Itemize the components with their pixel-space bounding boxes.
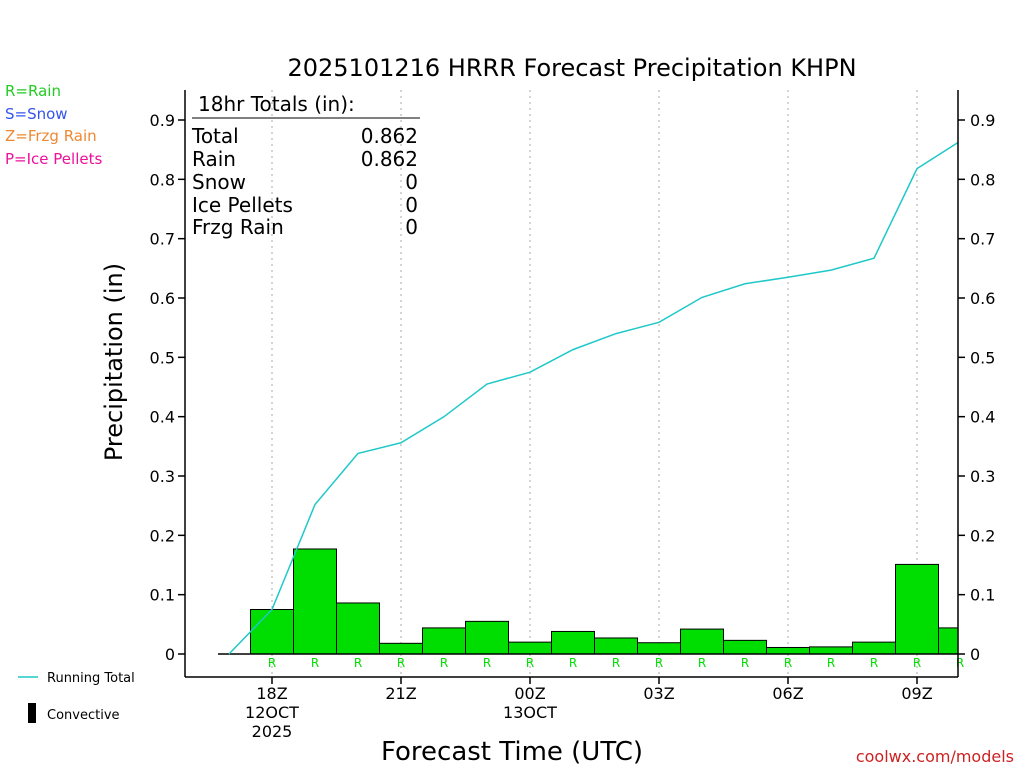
y-tick-label-left: 0.3 [150, 467, 175, 486]
y-tick-label-right: 0.6 [970, 289, 995, 308]
legend-ice-pellets: P=Ice Pellets [5, 150, 102, 168]
rain-type-marker: R [526, 656, 534, 670]
x-tick-label: 13OCT [503, 703, 557, 722]
totals-value-frzg-rain: 0 [405, 215, 418, 239]
totals-value-rain: 0.862 [361, 147, 418, 171]
running-total-line [228, 141, 959, 655]
precip-type-legend: R=Rain S=Snow Z=Frzg Rain P=Ice Pellets [5, 82, 102, 168]
totals-value-snow: 0 [405, 170, 418, 194]
rain-bars [218, 548, 959, 655]
y-tick-label-right: 0.5 [970, 348, 995, 367]
rain-bar [895, 563, 939, 655]
rain-bar [551, 630, 595, 655]
rain-type-marker: R [870, 656, 878, 670]
rain-type-marker: R [827, 656, 835, 670]
rain-type-marker: R [913, 656, 921, 670]
y-tick-label-right: 0.7 [970, 230, 995, 249]
rain-bar [637, 642, 681, 655]
y-axis-right: 0 0.1 0.2 0.3 0.4 0.5 0.6 0.7 0.8 0.9 [958, 111, 995, 664]
rain-type-marker: R [311, 656, 319, 670]
x-axis-label: Forecast Time (UTC) [381, 737, 643, 767]
totals-label-frzg-rain: Frzg Rain [192, 215, 284, 239]
y-tick-label-left: 0.2 [150, 526, 175, 545]
x-tick-label: 09Z [901, 684, 932, 703]
totals-label-total: Total [191, 124, 239, 148]
rain-bar [809, 646, 853, 655]
x-tick-label: 06Z [772, 684, 803, 703]
rain-type-marker: R [397, 656, 405, 670]
y-tick-label-right: 0.2 [970, 526, 995, 545]
rain-bar [852, 641, 896, 655]
y-tick-label-right: 0 [970, 645, 980, 664]
rain-bar [293, 548, 337, 655]
rain-bar [422, 627, 466, 655]
convective-legend-swatch [28, 703, 36, 723]
y-axis-label: Precipitation (in) [100, 263, 128, 461]
running-total-line-group [228, 141, 959, 655]
rain-type-marker: R [655, 656, 663, 670]
rain-bar [379, 642, 423, 655]
rain-bar [594, 637, 638, 655]
series-legend: Running Total Convective [18, 671, 135, 723]
y-tick-label-right: 0.8 [970, 170, 995, 189]
x-tick-label: 18Z [256, 684, 287, 703]
y-tick-label-right: 0.1 [970, 586, 995, 605]
totals-label-rain: Rain [192, 147, 236, 171]
x-tick-label: 2025 [252, 722, 293, 741]
y-tick-label-left: 0.4 [150, 408, 175, 427]
chart-title: 2025101216 HRRR Forecast Precipitation K… [287, 54, 856, 82]
footer-site: coolwx.com/models [856, 747, 1014, 766]
rain-type-marker: R [698, 656, 706, 670]
rain-type-marker: R [483, 656, 491, 670]
legend-snow: S=Snow [5, 105, 68, 123]
y-tick-label-left: 0.5 [150, 348, 175, 367]
rain-bar [938, 627, 959, 655]
x-tick-label: 21Z [385, 684, 416, 703]
y-tick-label-right: 0.9 [970, 111, 995, 130]
y-tick-label-left: 0 [165, 645, 175, 664]
rain-type-marker: R [784, 656, 792, 670]
legend-rain: R=Rain [5, 82, 61, 100]
y-tick-label-left: 0.7 [150, 230, 175, 249]
rain-type-marker: R [569, 656, 577, 670]
totals-label-snow: Snow [192, 170, 246, 194]
rain-bar [465, 620, 509, 655]
totals-value-total: 0.862 [361, 124, 418, 148]
vertical-gridlines [271, 90, 918, 677]
totals-label-ice-pellets: Ice Pellets [192, 193, 293, 217]
rain-type-marker: R [354, 656, 362, 670]
y-axis-left: 0 0.1 0.2 0.3 0.4 0.5 0.6 0.7 0.8 0.9 [150, 111, 185, 664]
rain-type-marker: R [741, 656, 749, 670]
rain-bar [250, 609, 294, 655]
y-tick-label-left: 0.9 [150, 111, 175, 130]
y-tick-label-left: 0.1 [150, 586, 175, 605]
rain-bar [508, 641, 552, 655]
convective-legend-label: Convective [47, 708, 120, 723]
rain-type-marker: R [268, 656, 276, 670]
totals-header: 18hr Totals (in): [198, 92, 355, 116]
rain-bar [336, 602, 380, 655]
rain-bar [766, 646, 810, 655]
x-tick-label: 00Z [514, 684, 545, 703]
x-tick-label: 12OCT [245, 703, 299, 722]
running-total-legend-label: Running Total [47, 671, 135, 686]
y-tick-label-right: 0.3 [970, 467, 995, 486]
x-tick-label: 03Z [643, 684, 674, 703]
totals-box: 18hr Totals (in): Total 0.862 Rain 0.862… [191, 92, 420, 239]
totals-value-ice-pellets: 0 [405, 193, 418, 217]
rain-type-marker: R [612, 656, 620, 670]
rain-bar [680, 628, 724, 655]
legend-frzg-rain: Z=Frzg Rain [5, 127, 97, 145]
y-tick-label-left: 0.6 [150, 289, 175, 308]
rain-bar [723, 639, 767, 655]
y-tick-label-left: 0.8 [150, 170, 175, 189]
y-tick-label-right: 0.4 [970, 408, 995, 427]
rain-type-marker: R [440, 656, 448, 670]
plot-frame [184, 90, 959, 678]
rain-type-marker: R [956, 656, 964, 670]
